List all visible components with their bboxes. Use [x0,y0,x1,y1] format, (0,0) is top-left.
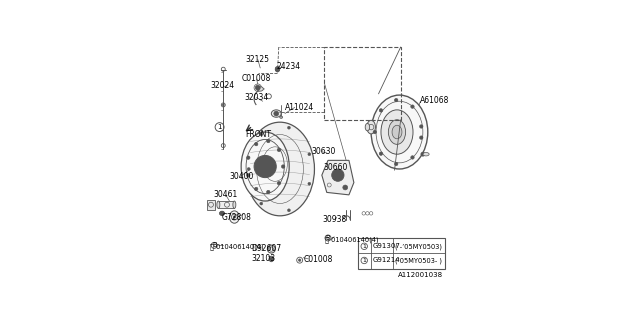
Text: A11024: A11024 [285,103,314,112]
Circle shape [421,152,425,156]
Circle shape [246,174,250,177]
Text: 30400: 30400 [229,172,253,181]
Ellipse shape [241,132,289,201]
Text: (’05MY0503- ): (’05MY0503- ) [394,257,442,264]
Circle shape [260,133,263,136]
Circle shape [373,130,376,134]
Circle shape [267,190,270,194]
Text: C01008: C01008 [241,74,271,83]
Text: A61068: A61068 [420,97,450,106]
Circle shape [233,216,236,218]
Text: A112001038: A112001038 [398,272,444,278]
Circle shape [308,153,311,156]
Ellipse shape [246,122,314,216]
Ellipse shape [381,110,413,154]
Ellipse shape [280,116,283,118]
Circle shape [255,85,260,90]
Ellipse shape [371,95,428,169]
Text: G91307: G91307 [373,243,401,249]
Circle shape [275,67,280,71]
Ellipse shape [257,87,263,91]
Circle shape [411,105,414,108]
Text: Ⓑ 010406140(4): Ⓑ 010406140(4) [325,236,379,243]
Text: 30938: 30938 [323,215,347,224]
Ellipse shape [392,125,402,139]
Circle shape [332,169,344,181]
Circle shape [277,181,281,185]
Circle shape [254,156,276,178]
Circle shape [247,167,250,171]
Circle shape [255,187,258,191]
Text: 24234: 24234 [277,62,301,71]
Text: 1: 1 [218,124,222,130]
Text: Ⓑ 010406140(4): Ⓑ 010406140(4) [210,243,263,250]
Circle shape [298,259,301,261]
Circle shape [287,209,291,212]
Circle shape [269,257,273,261]
Circle shape [274,111,279,116]
Text: ( -’05MY0503): ( -’05MY0503) [394,243,442,250]
Text: 30630: 30630 [311,147,335,156]
Text: B: B [212,242,216,248]
Text: C01008: C01008 [303,255,333,264]
Text: 32103: 32103 [251,254,275,263]
Text: 1: 1 [362,244,366,249]
Text: D92607: D92607 [251,244,281,253]
Circle shape [255,142,258,146]
Ellipse shape [271,110,281,117]
Text: G91214: G91214 [373,258,401,263]
Ellipse shape [423,153,429,156]
Circle shape [246,156,250,159]
Circle shape [287,126,291,129]
Circle shape [308,182,311,185]
Text: 1: 1 [362,258,366,263]
Ellipse shape [269,256,273,262]
Bar [358,238,445,269]
Ellipse shape [233,201,236,208]
Text: B: B [326,235,330,241]
Circle shape [222,104,224,106]
Text: 32125: 32125 [245,55,269,64]
Circle shape [343,185,348,190]
Circle shape [277,148,281,152]
Ellipse shape [388,120,406,144]
Circle shape [267,139,270,143]
Polygon shape [207,200,214,210]
Ellipse shape [217,201,220,208]
Circle shape [380,109,383,112]
Text: 32034: 32034 [244,93,268,102]
Polygon shape [218,201,234,208]
Circle shape [220,211,224,216]
Text: 32024: 32024 [210,81,234,90]
Ellipse shape [367,120,376,134]
Bar [324,47,401,120]
Circle shape [282,165,285,168]
Circle shape [262,163,269,170]
Circle shape [411,156,414,159]
Ellipse shape [230,211,239,223]
Text: 30461: 30461 [213,190,237,199]
Circle shape [394,162,398,166]
Text: G72808: G72808 [221,212,252,221]
Text: 30660: 30660 [324,163,348,172]
Circle shape [394,98,398,102]
Polygon shape [322,160,354,195]
Circle shape [380,152,383,156]
Ellipse shape [365,124,370,131]
Circle shape [420,125,423,128]
Text: FRONT: FRONT [245,130,271,139]
Circle shape [420,136,423,139]
Circle shape [260,202,263,205]
